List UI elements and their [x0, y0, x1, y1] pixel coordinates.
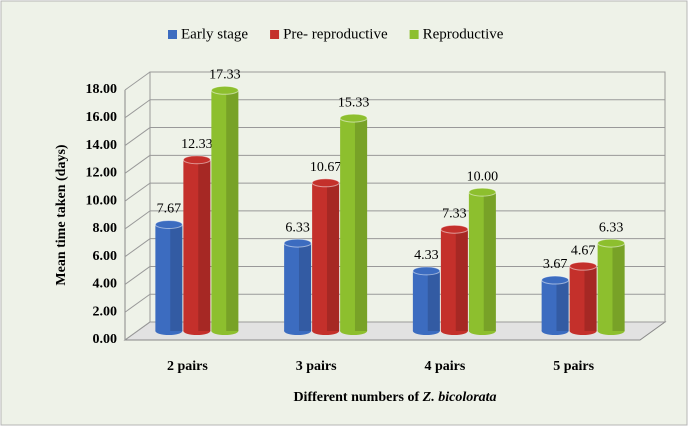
- bar-shade: [427, 270, 440, 331]
- value-label: 12.33: [181, 137, 213, 152]
- bar-shade: [556, 280, 569, 331]
- bar-shade: [198, 159, 211, 331]
- x-tick-label: 4 pairs: [424, 359, 465, 374]
- bar-top: [154, 219, 183, 229]
- value-label: 4.33: [414, 248, 439, 263]
- bar: [155, 224, 183, 331]
- grid-line: [124, 210, 151, 230]
- y-tick-label: 16.00: [86, 110, 118, 125]
- bar-shade: [612, 243, 625, 331]
- value-label: 3.67: [543, 257, 568, 272]
- bar-top: [412, 266, 441, 276]
- grid-line: [124, 71, 151, 91]
- bar: [468, 192, 496, 331]
- bar-top: [311, 178, 340, 188]
- legend-label: Reproductive: [423, 26, 504, 42]
- y-tick-label: 4.00: [93, 277, 118, 292]
- bar-top: [283, 238, 312, 248]
- legend-swatch: [270, 30, 280, 39]
- bar-top: [597, 238, 626, 248]
- y-tick-label: 18.00: [86, 82, 118, 97]
- x-tick-label: 2 pairs: [167, 359, 208, 374]
- bar-shade: [326, 182, 340, 331]
- y-tick-label: 12.00: [86, 166, 118, 181]
- value-label: 6.33: [285, 220, 310, 235]
- value-label: 17.33: [209, 68, 241, 83]
- grid-line: [124, 127, 151, 146]
- bar-shade: [298, 243, 312, 331]
- bar-shade: [584, 266, 597, 331]
- grid-line: [124, 154, 151, 174]
- value-label: 6.33: [599, 220, 624, 235]
- y-axis-label: Mean time taken (days): [54, 144, 69, 285]
- grid-line: [124, 99, 151, 119]
- x-tick-label: 3 pairs: [296, 359, 337, 374]
- grid-line: [124, 238, 151, 258]
- legend-label: Early stage: [181, 26, 248, 42]
- bar-shade: [170, 224, 183, 331]
- bar: [440, 229, 468, 331]
- bar-shade: [226, 90, 239, 331]
- bar-top: [182, 155, 211, 165]
- grid-line: [124, 182, 151, 202]
- bar-top: [569, 261, 598, 271]
- bar: [412, 270, 440, 331]
- bar: [183, 159, 211, 331]
- bar-top: [468, 187, 497, 197]
- x-axis-label-italic: Z. bicolorata: [422, 390, 497, 405]
- value-label: 10.00: [467, 169, 499, 184]
- legend-label: Pre- reproductive: [283, 26, 388, 42]
- bar-top: [541, 275, 570, 285]
- grid-line: [124, 293, 151, 313]
- bar: [541, 280, 569, 331]
- y-tick-label: 14.00: [86, 138, 118, 153]
- bar-shade: [455, 229, 468, 331]
- y-tick-label: 6.00: [93, 249, 118, 264]
- bar-shade: [354, 118, 368, 331]
- x-axis-label-text: Different numbers of: [293, 390, 419, 405]
- legend-swatch: [168, 30, 177, 39]
- bar: [211, 90, 239, 331]
- bar: [340, 118, 368, 331]
- grid-line: [124, 266, 151, 285]
- value-label: 4.67: [571, 243, 596, 258]
- x-tick-label: 5 pairs: [553, 359, 594, 374]
- y-tick-label: 8.00: [93, 221, 118, 236]
- y-tick-label: 2.00: [93, 304, 118, 319]
- y-tick-label: 0.00: [93, 332, 118, 347]
- bar-shade: [483, 192, 496, 331]
- bar: [569, 266, 597, 331]
- bar: [284, 243, 312, 331]
- y-tick-label: 10.00: [86, 193, 118, 208]
- bar-top: [339, 113, 368, 123]
- x-axis-label: Different numbers of Z. bicolorata: [293, 390, 496, 405]
- bar: [597, 243, 625, 331]
- value-label: 10.67: [310, 160, 342, 175]
- value-label: 15.33: [338, 95, 370, 110]
- bar-top: [210, 85, 239, 95]
- bar: [312, 182, 340, 331]
- bar-top: [440, 224, 469, 234]
- legend-swatch: [409, 30, 419, 39]
- value-label: 7.67: [157, 202, 182, 217]
- value-label: 7.33: [442, 206, 467, 221]
- grid-line: [124, 321, 151, 341]
